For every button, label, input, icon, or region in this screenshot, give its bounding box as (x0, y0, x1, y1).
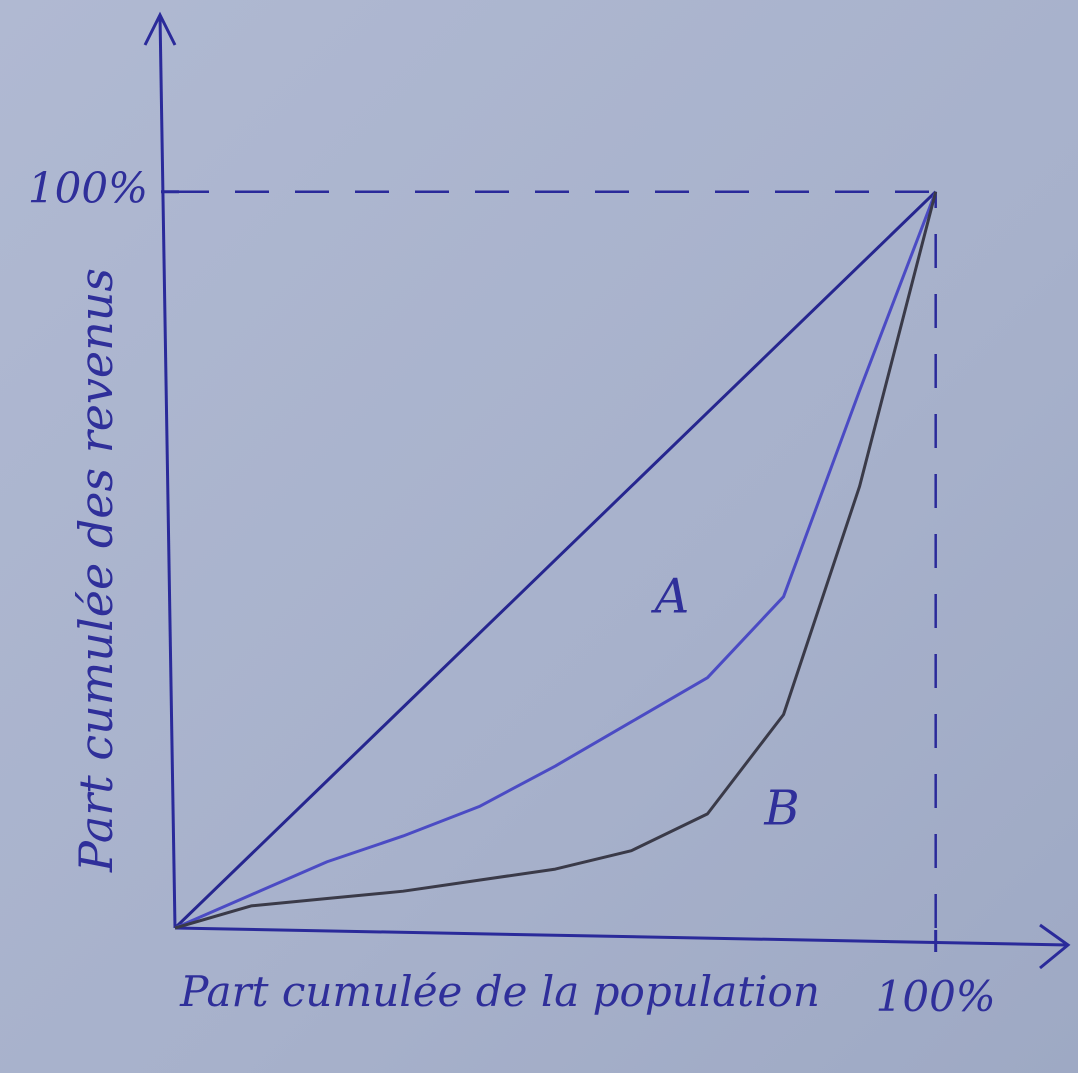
curve-label: A (651, 569, 690, 625)
curve (174, 191, 938, 930)
curve (174, 191, 938, 930)
y-axis (158, 14, 177, 929)
x-axis (174, 926, 1069, 947)
curve-label: B (763, 781, 799, 837)
curve (173, 190, 937, 930)
x-axis-title: Part cumulée de la population (179, 967, 820, 1016)
y-axis-arrow (143, 11, 177, 46)
x-tick-label: 100% (876, 972, 996, 1021)
y-axis-title: Part cumulée des revenus (69, 268, 123, 873)
x-axis-arrow (1039, 923, 1071, 970)
y-tick-label: 100% (28, 164, 148, 213)
